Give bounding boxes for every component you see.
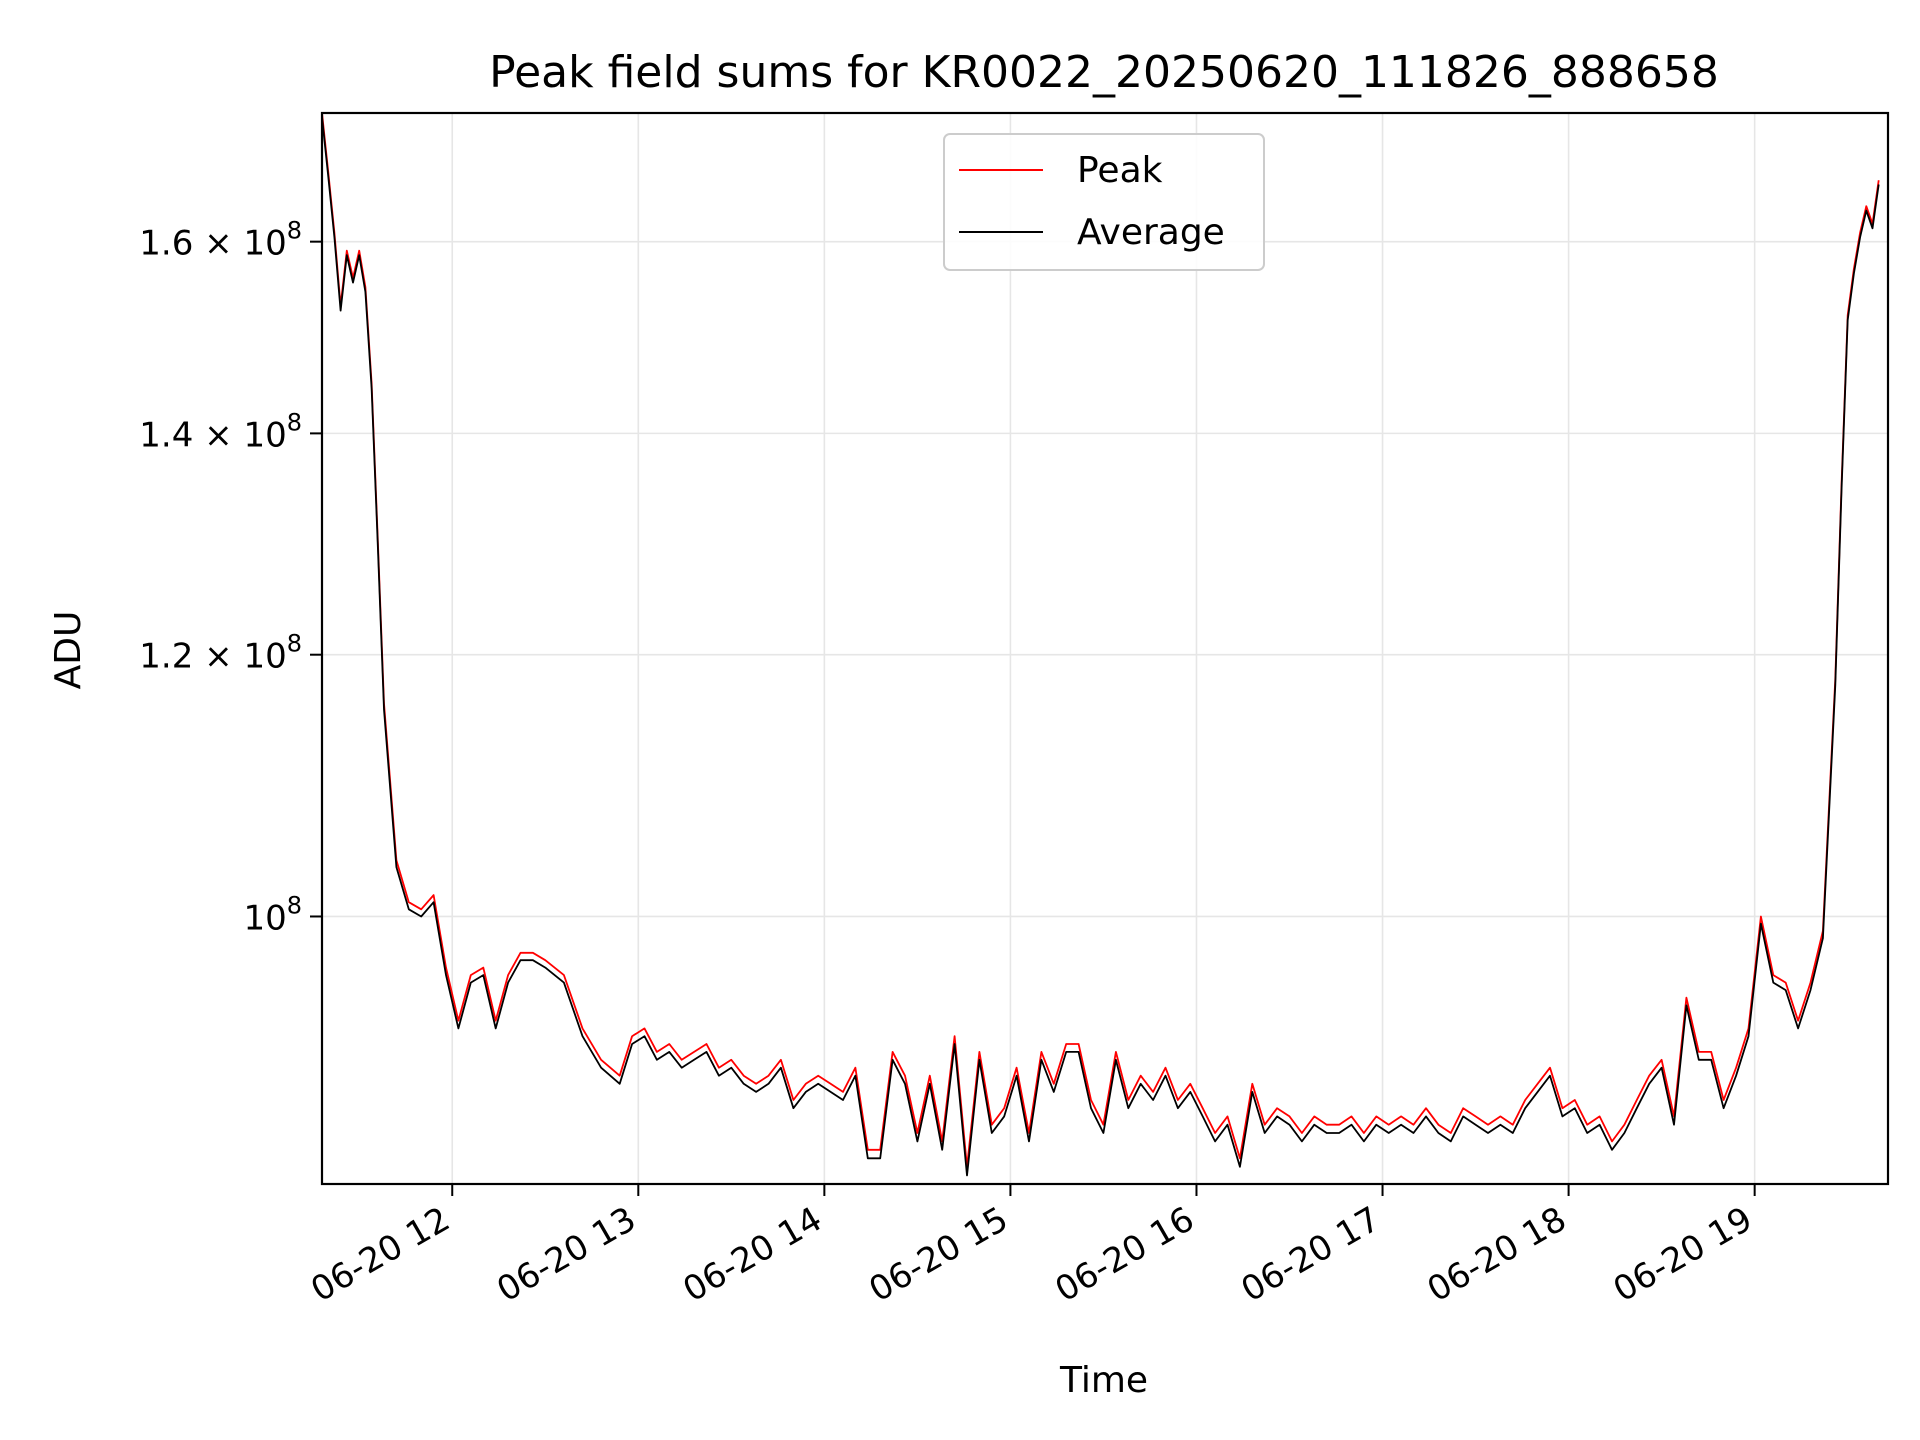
x-tick-label: 06-20 14 [676, 1199, 828, 1310]
x-tick-label: 06-20 17 [1235, 1199, 1387, 1310]
y-axis-label: ADU [48, 611, 89, 690]
x-tick-label: 06-20 12 [304, 1199, 456, 1310]
grid [322, 113, 1888, 1184]
x-tick-label: 06-20 16 [1049, 1199, 1201, 1310]
legend-box [943, 133, 1265, 271]
ticks: 06-20 12 06-20 13 06-20 14 06-20 15 06-20 16… [139, 217, 1759, 1311]
y-tick-label: 1.4 × 108 [139, 408, 302, 455]
series-line-average [322, 117, 1880, 1177]
legend-label-average: Average [1077, 212, 1225, 253]
x-axis-label: Time [1059, 1360, 1148, 1401]
x-tick-label: 06-20 19 [1607, 1199, 1759, 1310]
chart-title: Peak field sums for KR0022_20250620_1118… [489, 47, 1719, 98]
legend: Peak Average [943, 133, 1265, 271]
y-tick-label: 1.6 × 108 [139, 217, 302, 264]
series-layer [322, 113, 1880, 1177]
y-tick-label: 1.2 × 108 [139, 630, 302, 677]
x-tick-label: 06-20 13 [490, 1199, 642, 1310]
series-line-peak [322, 113, 1880, 1168]
x-tick-label: 06-20 15 [863, 1199, 1015, 1310]
legend-label-peak: Peak [1077, 150, 1163, 191]
plot-frame [320, 111, 1890, 1186]
x-tick-label: 06-20 18 [1421, 1199, 1573, 1310]
y-tick-label: 108 [243, 891, 302, 938]
